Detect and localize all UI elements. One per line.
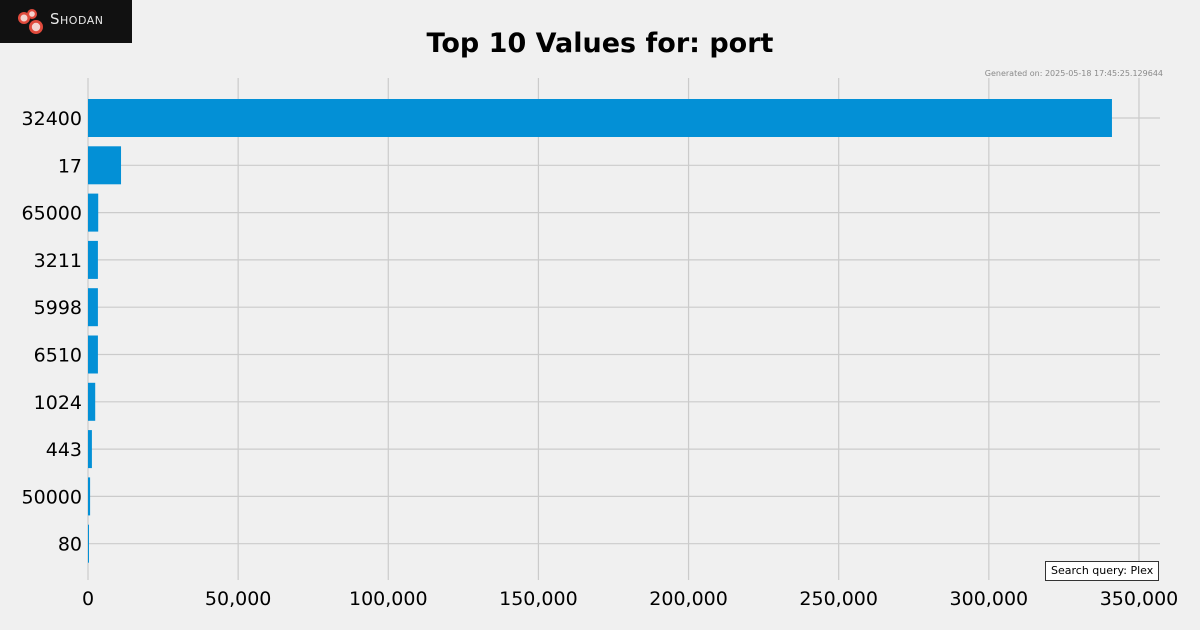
bar-80[interactable] [88,524,89,563]
y-tick-label: 80 [58,534,82,556]
x-tick-label: 100,000 [349,588,428,610]
logo-text: Shodan [50,10,104,28]
y-tick-label: 65000 [22,203,82,225]
chart-title: Top 10 Values for: port [426,28,774,59]
shodan-logo-icon [18,9,43,34]
y-tick-label: 443 [46,439,82,461]
x-tick-label: 300,000 [950,588,1029,610]
y-tick-label: 3211 [34,250,82,272]
generated-timestamp: Generated on: 2025-05-18 17:45:25.129644 [984,69,1163,78]
bar-32400[interactable] [88,99,1112,137]
y-tick-label: 32400 [22,108,82,130]
bar-6510[interactable] [88,335,98,374]
y-tick-label: 1024 [34,392,82,414]
x-tick-label: 350,000 [1100,588,1179,610]
search-query-box: Search query: Plex [1045,561,1160,581]
bar-3211[interactable] [88,240,98,279]
x-tick-label: 250,000 [799,588,878,610]
bar-1024[interactable] [88,382,96,421]
shodan-logo[interactable]: Shodan [0,0,132,43]
bar-65000[interactable] [88,193,99,232]
y-tick-label: 17 [58,155,82,177]
y-tick-label: 6510 [34,345,82,367]
bar-50000[interactable] [88,477,91,516]
bar-17[interactable] [88,146,122,185]
x-tick-label: 150,000 [499,588,578,610]
x-tick-label: 0 [82,588,94,610]
x-tick-label: 200,000 [649,588,728,610]
bar-5998[interactable] [88,288,98,327]
x-tick-label: 50,000 [205,588,271,610]
bar-443[interactable] [88,430,92,469]
y-tick-label: 5998 [34,297,82,319]
y-tick-label: 50000 [22,486,82,508]
